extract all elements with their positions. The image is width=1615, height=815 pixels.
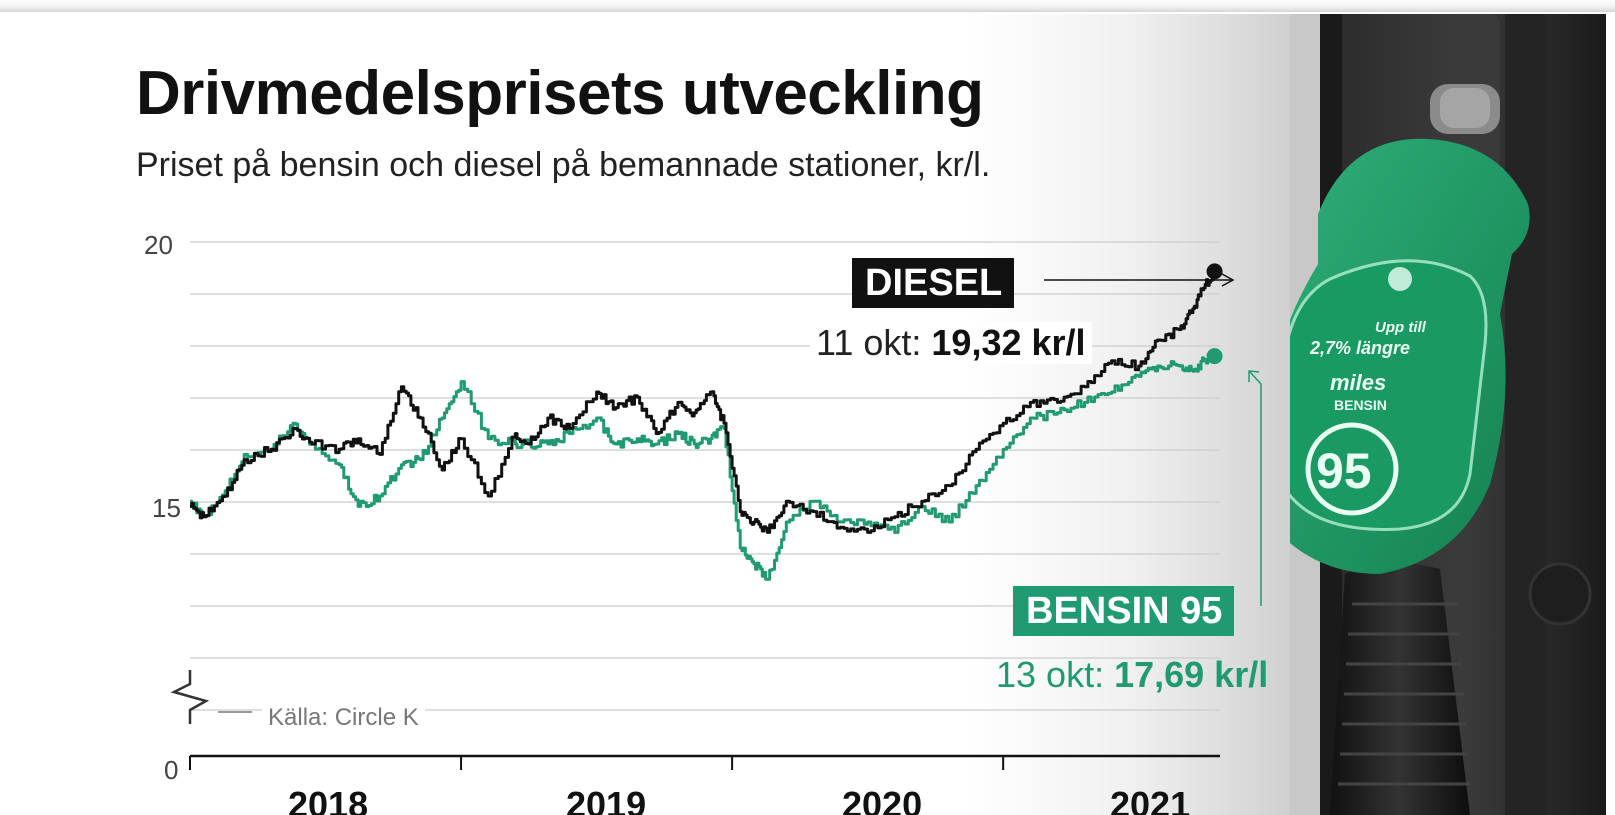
nozzle-text-line2: 2,7% längre — [1309, 338, 1410, 358]
endpoint-diesel — [1206, 263, 1223, 280]
series-layer — [190, 263, 1223, 581]
bensin-label: BENSIN 95 — [1013, 586, 1235, 636]
bensin-annotation: 13 okt: 17,69 kr/l — [996, 654, 1268, 696]
axis-break — [170, 670, 252, 724]
series-line-diesel — [190, 270, 1217, 534]
series-line-bensin-95 — [190, 353, 1217, 581]
diesel-annotation: 11 okt: 19,32 kr/l — [810, 322, 1092, 364]
source-note: Källa: Circle K — [262, 704, 425, 732]
nozzle-text-line1: Upp till — [1375, 319, 1427, 336]
diesel-date: 11 okt: — [816, 322, 932, 363]
annotation-arrows — [1044, 273, 1262, 606]
bensin-price: 17,69 kr/l — [1114, 654, 1269, 695]
top-border — [0, 0, 1615, 12]
x-axis — [189, 754, 1220, 770]
y-tick-label-20: 20 — [144, 230, 173, 260]
chart-title: Drivmedelsprisets utveckling — [136, 59, 984, 128]
diesel-label: DIESEL — [852, 258, 1015, 308]
fuel-nozzle-photo: Upp till 2,7% längre miles BENSIN 95 — [1290, 14, 1606, 815]
x-label-2021: 2021 — [1110, 784, 1191, 815]
diesel-price: 19,32 kr/l — [931, 322, 1086, 363]
x-label-2020: 2020 — [842, 784, 923, 815]
endpoint-bensin-95 — [1206, 348, 1223, 365]
bensin-date: 13 okt: — [996, 654, 1115, 695]
x-label-2018: 2018 — [288, 784, 369, 815]
chart-subtitle: Priset på bensin och diesel på bemannade… — [136, 146, 991, 184]
nozzle-fuel: BENSIN — [1334, 397, 1387, 413]
y-tick-label-0: 0 — [164, 755, 179, 785]
nozzle-octane: 95 — [1316, 443, 1372, 499]
x-label-2019: 2019 — [566, 784, 647, 815]
nozzle-brand: miles — [1330, 370, 1386, 395]
y-tick-label-15: 15 — [152, 493, 181, 523]
